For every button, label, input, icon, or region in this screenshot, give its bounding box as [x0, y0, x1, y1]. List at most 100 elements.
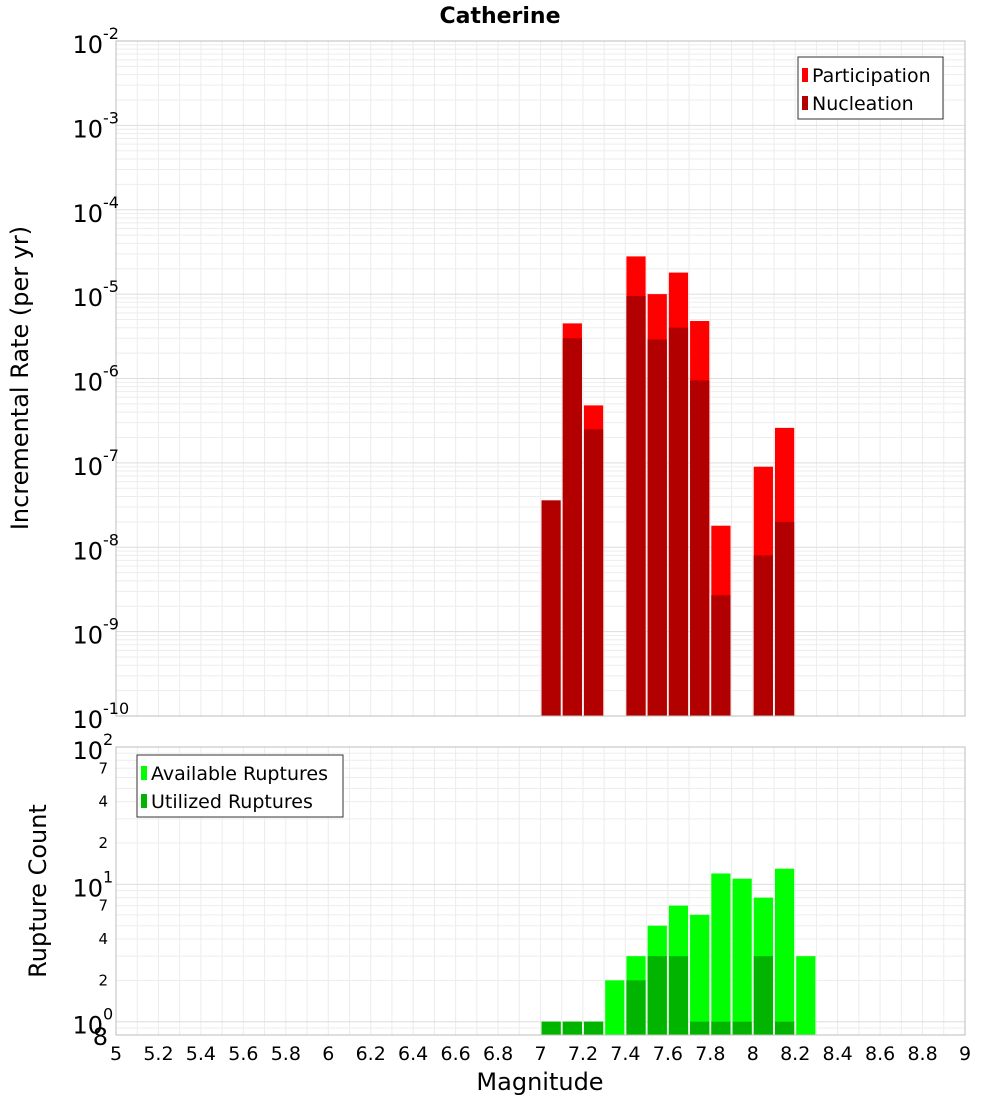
top-bar-nucleation: [541, 500, 561, 716]
x-tick-label: 7: [534, 1043, 546, 1065]
bottom-y-minor-tick-label: 4: [98, 793, 108, 811]
top-y-tick-label: 10: [72, 31, 103, 59]
bottom-y-minor-tick-label: 7: [98, 897, 108, 915]
x-tick-label: 6.6: [440, 1043, 470, 1065]
x-tick-label: 8.6: [865, 1043, 895, 1065]
bottom-y-tick-label: 10: [72, 1012, 103, 1040]
top-bar-nucleation: [690, 380, 710, 716]
x-tick-label: 6: [322, 1043, 334, 1065]
x-tick-label: 7.8: [695, 1043, 725, 1065]
tick-base: 10: [72, 706, 103, 734]
x-tick-label: 8.4: [823, 1043, 853, 1065]
top-y-tick-label: 10: [72, 706, 103, 734]
top-bar-nucleation: [668, 327, 689, 716]
bottom-legend-label: Utilized Ruptures: [151, 791, 313, 813]
top-y-tick-label: 10: [72, 453, 103, 481]
chart-title: Catherine: [439, 4, 560, 29]
x-axis-label: Magnitude: [476, 1068, 603, 1096]
top-bar-nucleation: [774, 521, 795, 716]
top-bar-nucleation: [562, 338, 582, 716]
x-tick-label: 5: [110, 1043, 122, 1065]
bottom-y-minor-tick-label: 7: [98, 759, 108, 777]
x-tick-label: 5.8: [271, 1043, 301, 1065]
tick-base: 10: [72, 115, 103, 143]
tick-base: 10: [72, 622, 103, 650]
bottom-y-tick-exponent: 0: [103, 1005, 113, 1024]
bottom-y-axis-min-label: 8: [93, 1023, 108, 1051]
bottom-y-tick-label: 10: [72, 874, 103, 902]
top-y-tick-label: 10: [72, 200, 103, 228]
top-y-tick-label: 10: [72, 369, 103, 397]
x-tick-label: 5.2: [143, 1043, 173, 1065]
x-tick-label: 7.2: [568, 1043, 598, 1065]
bottom-legend-swatch: [141, 794, 147, 808]
top-y-tick-exponent: -5: [103, 277, 119, 296]
top-y-tick-exponent: -6: [103, 362, 119, 381]
bottom-y-tick-exponent: 1: [103, 867, 113, 886]
x-tick-label: 7.6: [653, 1043, 683, 1065]
x-tick-label: 9: [959, 1043, 971, 1065]
x-tick-label: 6.4: [398, 1043, 428, 1065]
top-legend-swatch: [802, 96, 808, 110]
bottom-bar-available-ruptures: [774, 868, 795, 1035]
bottom-bar-utilized-ruptures: [668, 956, 689, 1035]
top-y-tick-exponent: -7: [103, 446, 119, 465]
x-tick-label: 6.8: [483, 1043, 513, 1065]
top-legend-swatch: [802, 68, 808, 82]
bottom-bar-utilized-ruptures: [626, 980, 646, 1035]
bottom-bar-utilized-ruptures: [583, 1021, 604, 1035]
x-tick-label: 8.2: [780, 1043, 810, 1065]
bottom-y-tick-label: 10: [72, 737, 103, 765]
bottom-bar-utilized-ruptures: [732, 1021, 752, 1035]
bottom-legend-box: [136, 754, 344, 818]
bottom-plot-border: [115, 746, 966, 1036]
bottom-y-axis-label: Rupture Count: [24, 804, 52, 978]
top-bar-nucleation: [711, 595, 731, 716]
bottom-y-minor-tick-label: 2: [98, 834, 108, 852]
tick-base: 10: [72, 31, 103, 59]
bottom-bar-utilized-ruptures: [753, 956, 773, 1035]
x-tick-label: 5.4: [186, 1043, 216, 1065]
top-bar-nucleation: [583, 429, 604, 716]
top-bar-nucleation: [626, 296, 646, 716]
top-y-tick-label: 10: [72, 622, 103, 650]
x-tick-label: 7.4: [610, 1043, 640, 1065]
tick-base: 10: [72, 453, 103, 481]
top-y-axis-label: Incremental Rate (per yr): [6, 226, 34, 530]
top-legend-box: [797, 56, 944, 120]
bottom-bar-utilized-ruptures: [562, 1021, 582, 1035]
top-plot-border: [115, 40, 966, 717]
top-bar-nucleation: [753, 555, 773, 716]
bottom-y-tick-exponent: 2: [103, 730, 113, 749]
top-y-tick-exponent: -2: [103, 24, 119, 43]
bottom-legend-label: Available Ruptures: [151, 763, 328, 785]
x-tick-label: 8.8: [907, 1043, 937, 1065]
top-y-tick-exponent: -9: [103, 615, 119, 634]
top-y-tick-exponent: -10: [103, 699, 129, 718]
top-y-tick-exponent: -8: [103, 530, 119, 549]
bottom-bar-available-ruptures: [732, 878, 752, 1035]
bottom-bar-utilized-ruptures: [541, 1021, 561, 1035]
top-legend-label: Participation: [812, 65, 931, 87]
tick-base: 10: [72, 537, 103, 565]
x-tick-label: 6.2: [356, 1043, 386, 1065]
bottom-bar-available-ruptures: [711, 873, 731, 1035]
top-y-tick-label: 10: [72, 537, 103, 565]
bottom-bar-utilized-ruptures: [690, 1021, 710, 1035]
top-y-tick-exponent: -4: [103, 193, 119, 212]
x-tick-label: 8: [747, 1043, 759, 1065]
top-y-tick-label: 10: [72, 284, 103, 312]
tick-base: 10: [72, 284, 103, 312]
tick-base: 10: [72, 369, 103, 397]
tick-base: 10: [72, 200, 103, 228]
top-bar-nucleation: [647, 339, 667, 716]
bottom-bar-available-ruptures: [796, 956, 816, 1035]
top-legend-label: Nucleation: [812, 93, 914, 115]
bottom-bar-available-ruptures: [690, 914, 710, 1035]
x-tick-label: 5.6: [228, 1043, 258, 1065]
bottom-bar-utilized-ruptures: [711, 1021, 731, 1035]
bottom-y-minor-tick-label: 2: [98, 971, 108, 989]
top-y-tick-exponent: -3: [103, 108, 119, 127]
